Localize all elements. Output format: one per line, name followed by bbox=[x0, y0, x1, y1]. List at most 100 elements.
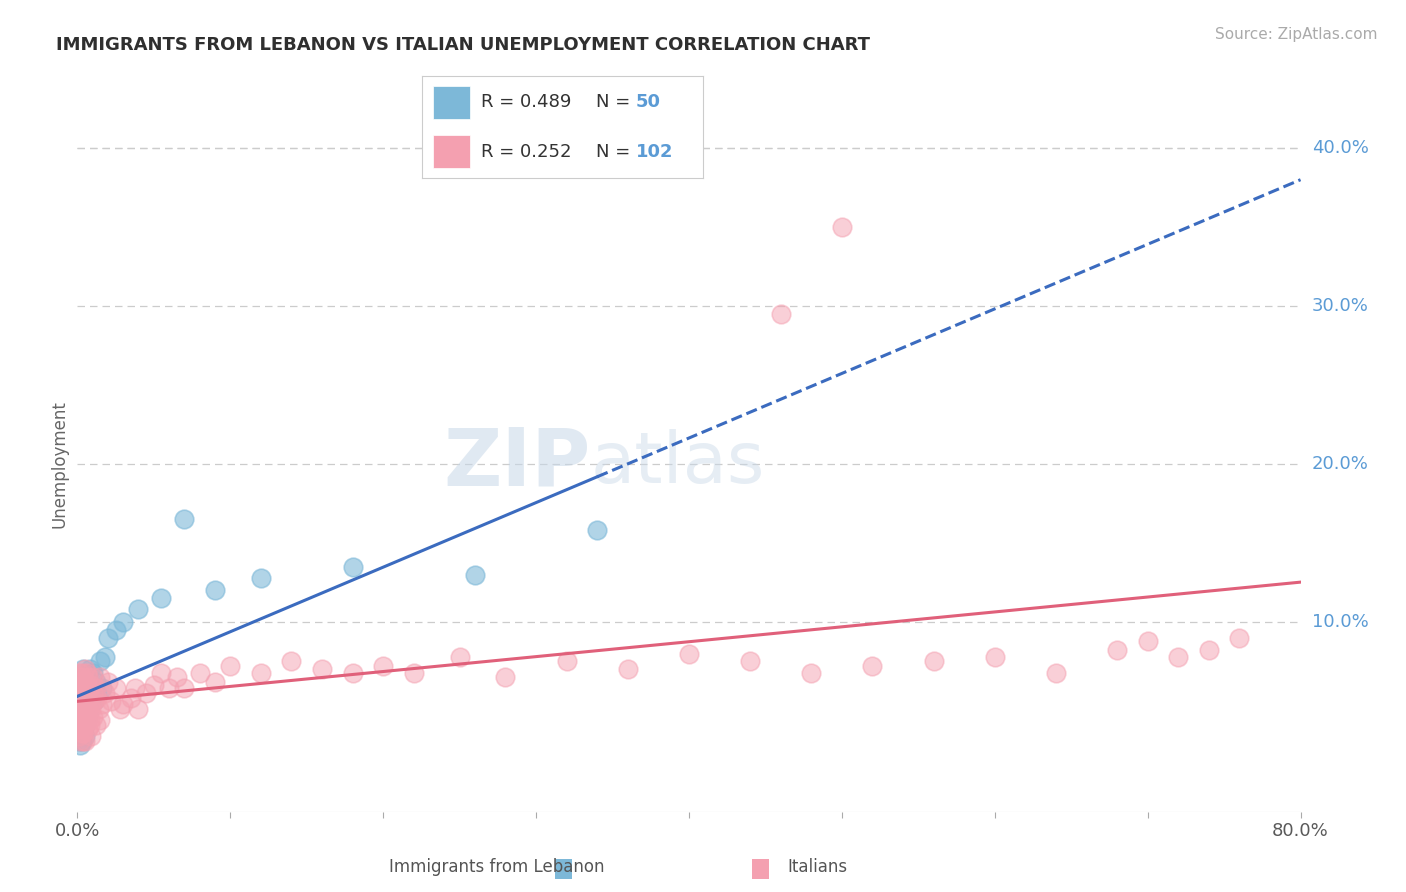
Point bbox=[77, 723, 100, 737]
Point bbox=[76, 690, 98, 705]
Point bbox=[69, 723, 91, 737]
Point bbox=[173, 681, 195, 696]
Point bbox=[89, 655, 111, 669]
Point bbox=[120, 690, 142, 705]
Point bbox=[79, 681, 101, 696]
Point bbox=[90, 681, 112, 696]
Point bbox=[73, 729, 96, 743]
Point bbox=[1198, 643, 1220, 657]
Point bbox=[79, 697, 101, 711]
Point bbox=[69, 713, 91, 727]
Point bbox=[70, 670, 93, 684]
Text: 10.0%: 10.0% bbox=[1312, 613, 1368, 631]
Point bbox=[831, 219, 853, 234]
Point bbox=[342, 665, 364, 680]
Point bbox=[72, 733, 94, 747]
Text: 50: 50 bbox=[636, 94, 661, 112]
Point bbox=[342, 559, 364, 574]
Point bbox=[70, 717, 93, 731]
Point bbox=[69, 678, 91, 692]
Point bbox=[69, 697, 91, 711]
Bar bbox=[433, 136, 470, 168]
Text: Immigrants from Lebanon: Immigrants from Lebanon bbox=[389, 858, 605, 876]
Point bbox=[76, 678, 98, 692]
Point bbox=[73, 686, 96, 700]
Point bbox=[82, 686, 104, 700]
Point bbox=[984, 649, 1007, 664]
Point bbox=[166, 670, 188, 684]
Point bbox=[100, 694, 122, 708]
Point bbox=[173, 512, 195, 526]
Point bbox=[800, 665, 823, 680]
Point bbox=[204, 675, 226, 690]
Point bbox=[84, 717, 107, 731]
Point bbox=[89, 670, 111, 684]
Point bbox=[69, 675, 91, 690]
Point bbox=[157, 681, 180, 696]
Point bbox=[82, 710, 104, 724]
Point bbox=[108, 702, 131, 716]
Point bbox=[77, 681, 100, 696]
Point bbox=[104, 681, 127, 696]
Point bbox=[80, 678, 103, 692]
Point bbox=[67, 670, 90, 684]
Point bbox=[135, 686, 157, 700]
Point bbox=[112, 697, 135, 711]
Point bbox=[495, 670, 517, 684]
Point bbox=[79, 662, 101, 676]
Point bbox=[77, 702, 100, 716]
Point bbox=[250, 665, 273, 680]
Text: 40.0%: 40.0% bbox=[1312, 138, 1368, 157]
Point bbox=[112, 615, 135, 629]
Point bbox=[280, 655, 302, 669]
Point bbox=[97, 631, 120, 645]
Point bbox=[1167, 649, 1189, 664]
Point bbox=[67, 686, 90, 700]
Point bbox=[70, 733, 93, 747]
Point bbox=[70, 702, 93, 716]
Point bbox=[82, 665, 104, 680]
Point bbox=[678, 647, 700, 661]
Point bbox=[142, 678, 165, 692]
Point bbox=[150, 591, 173, 606]
Point bbox=[73, 662, 96, 676]
Text: Italians: Italians bbox=[787, 858, 848, 876]
Point bbox=[80, 702, 103, 716]
Point bbox=[69, 694, 91, 708]
Point bbox=[80, 729, 103, 743]
Point bbox=[90, 697, 112, 711]
Point bbox=[70, 706, 93, 721]
Point bbox=[69, 713, 91, 727]
Text: R = 0.489: R = 0.489 bbox=[481, 94, 571, 112]
Point bbox=[67, 681, 90, 696]
Point bbox=[70, 681, 93, 696]
Point bbox=[76, 706, 98, 721]
Point bbox=[67, 710, 90, 724]
Point bbox=[1136, 634, 1159, 648]
Point bbox=[464, 567, 486, 582]
Bar bbox=[433, 87, 470, 119]
Point bbox=[67, 729, 90, 743]
Point bbox=[67, 733, 90, 747]
Point bbox=[70, 694, 93, 708]
Point bbox=[72, 706, 94, 721]
Text: Source: ZipAtlas.com: Source: ZipAtlas.com bbox=[1215, 27, 1378, 42]
Point bbox=[77, 681, 100, 696]
Point bbox=[69, 733, 91, 747]
Point bbox=[97, 675, 120, 690]
Point bbox=[69, 702, 91, 716]
Text: 30.0%: 30.0% bbox=[1312, 297, 1368, 315]
Point bbox=[76, 713, 98, 727]
Point bbox=[188, 665, 211, 680]
Point bbox=[84, 681, 107, 696]
Point bbox=[73, 675, 96, 690]
Point bbox=[862, 659, 884, 673]
Point bbox=[72, 686, 94, 700]
Text: 102: 102 bbox=[636, 143, 673, 161]
Text: N =: N = bbox=[596, 94, 636, 112]
Point bbox=[586, 523, 609, 537]
Point bbox=[86, 690, 108, 705]
Point bbox=[127, 602, 149, 616]
Point bbox=[72, 697, 94, 711]
Point bbox=[76, 713, 98, 727]
